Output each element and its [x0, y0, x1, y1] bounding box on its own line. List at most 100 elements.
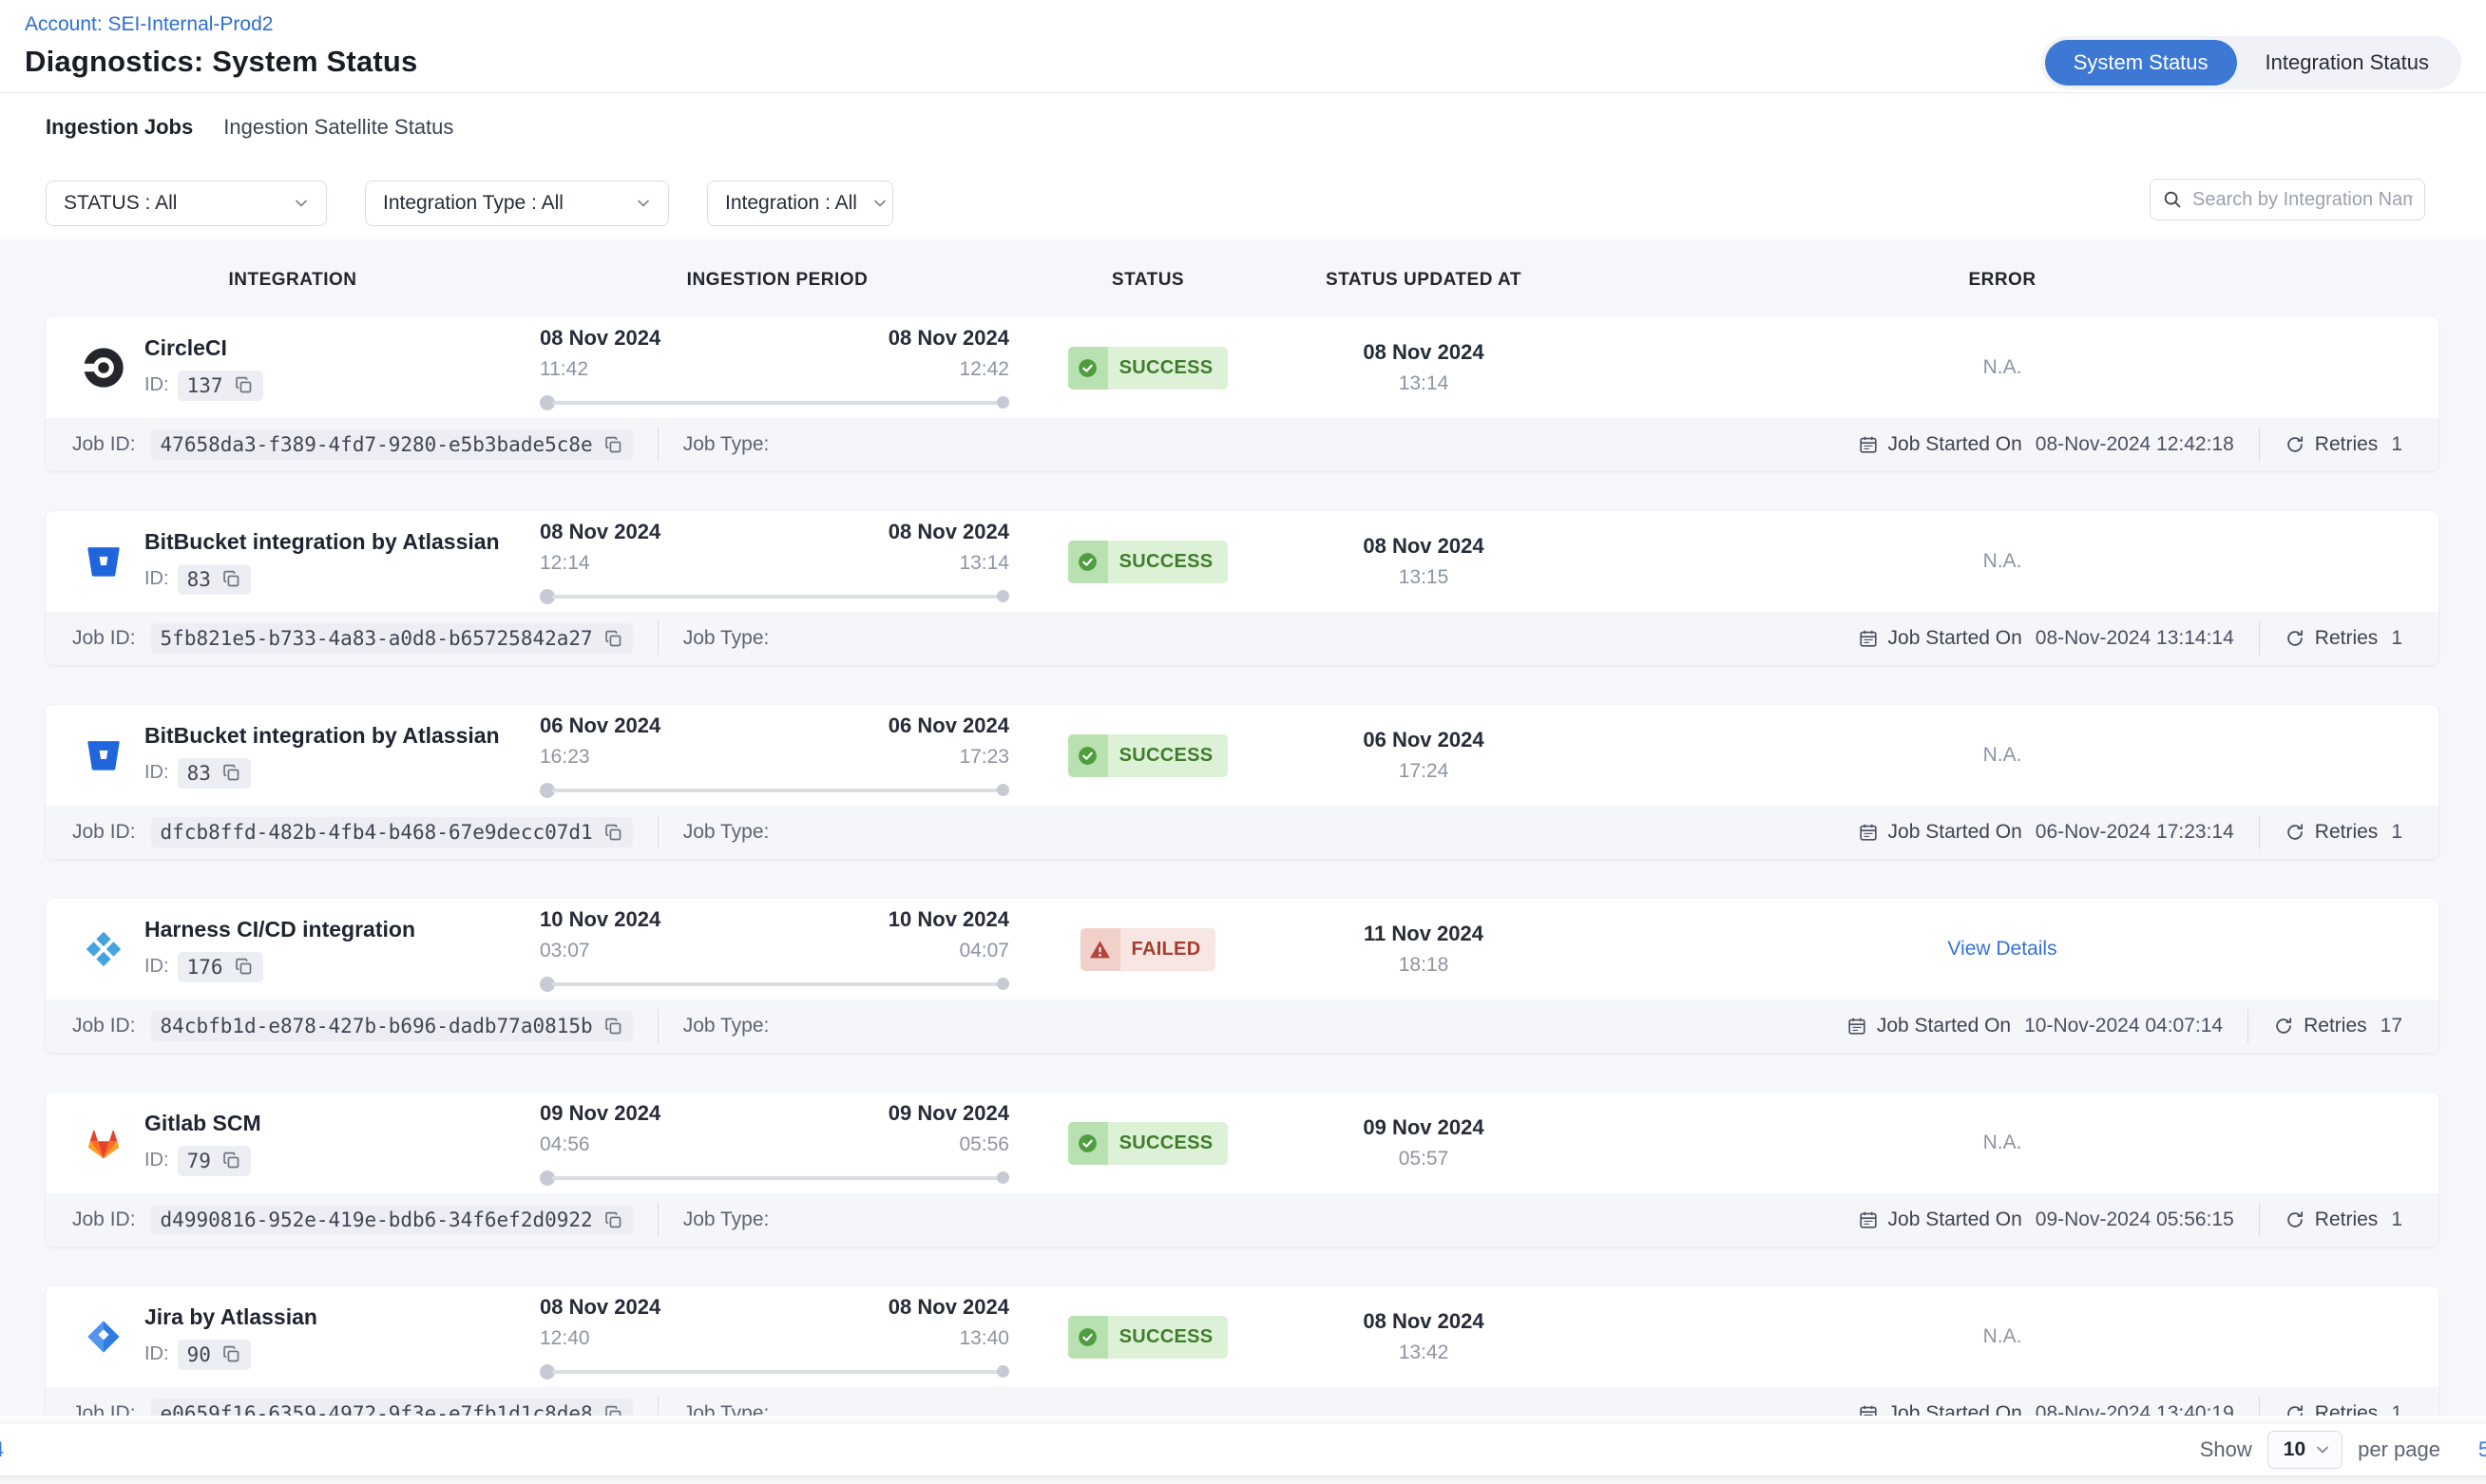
copy-icon[interactable]	[221, 569, 241, 589]
status-badge: SUCCESS	[1067, 1315, 1229, 1359]
copy-icon[interactable]	[221, 1344, 241, 1364]
job-id-label: Job ID:	[72, 627, 136, 649]
copy-icon[interactable]	[221, 763, 241, 783]
status-badge-label: FAILED	[1119, 927, 1216, 971]
ingestion-jobs-table: INTEGRATION INGESTION PERIOD STATUS STAT…	[0, 239, 2486, 1416]
job-started-on-value: 09-Nov-2024 05:56:15	[2035, 1208, 2234, 1230]
status-badge-label: SUCCESS	[1107, 733, 1229, 777]
page-button[interactable]: 4	[0, 1424, 1241, 1475]
copy-icon[interactable]	[603, 1210, 623, 1230]
integration-type-filter-dropdown[interactable]: Integration Type : All	[365, 181, 669, 226]
job-id-label: Job ID:	[72, 1015, 136, 1037]
status-badge-label: SUCCESS	[1107, 540, 1229, 583]
job-started-on-label: Job Started On	[1887, 1208, 2022, 1230]
divider	[2247, 1009, 2249, 1043]
retries-value: 1	[2391, 1208, 2402, 1230]
status-filter-dropdown[interactable]: STATUS : All	[46, 181, 327, 226]
error-cell[interactable]: View Details	[1947, 938, 2057, 960]
job-id-label: Job ID:	[72, 433, 136, 455]
period-end-date: 08 Nov 2024	[888, 1294, 1009, 1319]
account-breadcrumb-link[interactable]: Account: SEI-Internal-Prod2	[25, 13, 274, 35]
ingestion-job-row: BitBucket integration by Atlassian ID: 8…	[46, 705, 2438, 859]
status-badge-icon	[1067, 733, 1108, 777]
period-end-time: 13:40	[959, 1326, 1009, 1349]
period-start-date: 06 Nov 2024	[540, 713, 661, 737]
retries-refresh-icon	[2285, 1403, 2305, 1416]
status-badge: SUCCESS	[1067, 733, 1229, 777]
tab-ingestion-jobs[interactable]: Ingestion Jobs	[46, 115, 194, 139]
slider-start-handle	[540, 588, 555, 604]
copy-icon[interactable]	[603, 629, 623, 649]
chevron-down-icon	[292, 194, 311, 213]
job-started-on-value: 06-Nov-2024 17:23:14	[2035, 821, 2234, 843]
job-id-chip: dfcb8ffd-482b-4fb4-b468-67e9decc07d1	[150, 817, 633, 847]
toggle-system-status[interactable]: System Status	[2044, 40, 2237, 86]
copy-icon[interactable]	[603, 1017, 623, 1037]
divider	[657, 815, 659, 849]
integration-icon	[84, 735, 124, 775]
integration-filter-dropdown[interactable]: Integration : All	[707, 181, 893, 226]
status-updated-date: 09 Nov 2024	[1363, 1115, 1484, 1139]
error-cell: N.A.	[1982, 1132, 2022, 1153]
job-id-value: 5fb821e5-b733-4a83-a0d8-b65725842a27	[160, 627, 593, 650]
integration-id-value: 137	[186, 373, 223, 397]
job-details-subrow: Job ID: e0659f16-6359-4972-9f3e-e7fb1d1c…	[46, 1387, 2438, 1416]
calendar-icon	[1858, 822, 1879, 843]
pagination-footer: (1 - 10) of 1000 ← Prev 12345•••99100 Ne…	[0, 1416, 2486, 1484]
divider	[2258, 428, 2260, 462]
copy-icon[interactable]	[221, 1151, 241, 1170]
integration-id-value: 90	[186, 1342, 211, 1366]
job-started-on-value: 08-Nov-2024 12:42:18	[2035, 433, 2234, 455]
job-started-on-label: Job Started On	[1876, 1015, 2012, 1037]
divider	[657, 1203, 659, 1237]
job-started-on-label: Job Started On	[1887, 627, 2022, 649]
ingestion-jobs-list: CircleCI ID: 137 08 Nov	[0, 317, 2486, 1416]
job-id-value: dfcb8ffd-482b-4fb4-b468-67e9decc07d1	[160, 821, 593, 844]
status-updated-time: 17:24	[1398, 760, 1449, 782]
period-end-date: 08 Nov 2024	[888, 325, 1009, 350]
chevron-down-icon	[634, 194, 653, 213]
col-header-status: STATUS	[1111, 270, 1185, 290]
copy-icon[interactable]	[234, 375, 254, 395]
copy-icon[interactable]	[603, 823, 623, 843]
show-label: Show	[2199, 1437, 2252, 1461]
retries-value: 1	[2391, 433, 2402, 455]
slider-track	[552, 981, 1000, 986]
page-size-select[interactable]: 10	[2266, 1431, 2343, 1469]
chevron-down-icon	[870, 194, 889, 213]
job-id-chip: 47658da3-f389-4fd7-9280-e5b3bade5c8e	[150, 429, 633, 460]
slider-start-handle	[540, 1363, 555, 1379]
chevron-down-icon	[2313, 1440, 2332, 1459]
status-filter-label: STATUS : All	[64, 192, 178, 214]
calendar-icon	[1858, 1209, 1879, 1230]
copy-icon[interactable]	[603, 1404, 623, 1416]
top-bar: Account: SEI-Internal-Prod2 Diagnostics:…	[0, 0, 2486, 93]
job-started-on-value: 10-Nov-2024 04:07:14	[2024, 1015, 2224, 1037]
period-end-date: 06 Nov 2024	[888, 713, 1009, 737]
copy-icon[interactable]	[603, 435, 623, 455]
pagination-pages: 12345•••99100	[0, 1424, 2486, 1475]
integration-id-value: 79	[186, 1149, 211, 1172]
status-badge-icon	[1067, 540, 1108, 583]
ingestion-period-slider	[540, 588, 1009, 604]
integration-icon	[84, 542, 124, 581]
copy-icon[interactable]	[234, 957, 254, 977]
tab-ingestion-satellite-status[interactable]: Ingestion Satellite Status	[223, 115, 454, 139]
period-start-time: 12:14	[540, 551, 590, 574]
search-input[interactable]	[2192, 188, 2413, 211]
status-updated-date: 11 Nov 2024	[1364, 922, 1483, 945]
period-end-date: 08 Nov 2024	[888, 519, 1009, 543]
status-badge-icon	[1080, 927, 1120, 971]
integration-name: Harness CI/CD integration	[144, 916, 415, 942]
job-id-label: Job ID:	[72, 821, 136, 843]
period-start-time: 16:23	[540, 745, 590, 768]
slider-end-handle	[997, 1365, 1009, 1378]
toggle-integration-status[interactable]: Integration Status	[2265, 50, 2429, 74]
retries-refresh-icon	[2273, 1016, 2294, 1037]
job-id-chip: e0659f16-6359-4972-9f3e-e7fb1d1c8de8	[150, 1398, 633, 1416]
status-toggle-group: System Status Integration Status	[2040, 36, 2461, 89]
retries-label: Retries	[2314, 821, 2379, 843]
job-id-chip: 5fb821e5-b733-4a83-a0d8-b65725842a27	[150, 623, 633, 654]
slider-track	[552, 788, 1000, 792]
status-updated-time: 18:18	[1398, 954, 1449, 976]
